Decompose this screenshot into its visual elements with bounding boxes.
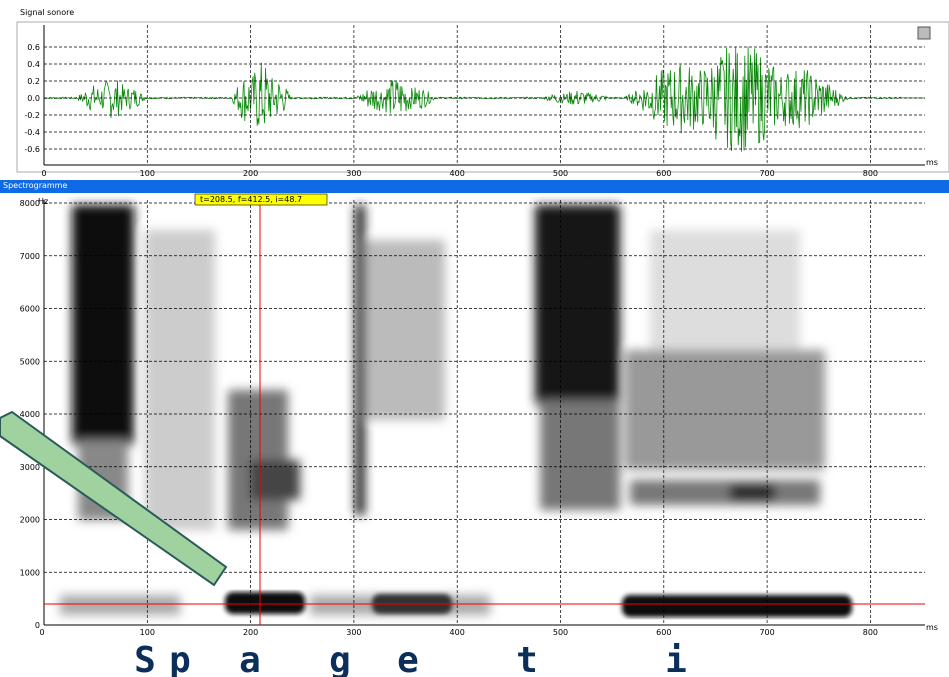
x-tick-label: 300 — [346, 628, 361, 637]
x-tick-label: 500 — [553, 628, 568, 637]
x-tick-label: 400 — [450, 169, 465, 178]
signal-frame — [16, 21, 949, 173]
phoneme-letter: g — [329, 640, 351, 677]
x-tick-label: 300 — [346, 169, 361, 178]
pointer-arrow — [0, 410, 228, 587]
x-tick-label: 400 — [450, 628, 465, 637]
y-tick-label: -0.2 — [24, 111, 40, 120]
waveform — [43, 46, 926, 152]
y-tick-label: 0 — [35, 621, 40, 630]
waveform-trace — [43, 46, 926, 152]
phoneme-letter: p — [169, 640, 191, 677]
phoneme-letter: e — [397, 640, 419, 677]
x-tick-label: 200 — [243, 628, 258, 637]
y-tick-label: 2000 — [20, 516, 40, 525]
y-tick-label: 0.2 — [27, 77, 40, 86]
cursor-readout: t=208.5, f=412.5, i=48.7 — [200, 195, 302, 204]
phoneme-letter: t — [516, 640, 538, 677]
x-tick-label: 800 — [863, 628, 878, 637]
cursor-readout-box — [194, 193, 328, 206]
spectrogram-header — [0, 180, 949, 193]
y-tick-label: 5000 — [20, 357, 40, 366]
spectrogram-image — [60, 205, 825, 615]
spectrogram-y-unit: Hz — [38, 197, 48, 206]
y-tick-label: 3000 — [20, 463, 40, 472]
phoneme-letter: i — [665, 640, 687, 677]
phoneme-letter: a — [239, 640, 261, 677]
x-tick-label: 600 — [656, 169, 671, 178]
y-tick-label: 0.6 — [27, 43, 40, 52]
x-tick-label: 0 — [41, 169, 46, 178]
x-tick-label: 700 — [759, 169, 774, 178]
signal-title: Signal sonore — [20, 8, 74, 17]
spectrogram-x-unit: ms — [926, 623, 938, 632]
y-tick-label: -0.4 — [24, 128, 40, 137]
x-tick-label: 200 — [243, 169, 258, 178]
signal-x-unit: ms — [926, 158, 938, 167]
panel-icon[interactable] — [917, 26, 931, 40]
y-tick-label: -0.6 — [24, 145, 40, 154]
x-tick-label: 800 — [863, 169, 878, 178]
x-tick-label: 0 — [39, 628, 44, 637]
y-tick-label: 8000 — [20, 199, 40, 208]
x-tick-label: 500 — [553, 169, 568, 178]
y-tick-label: 4000 — [20, 410, 40, 419]
x-tick-label: 700 — [759, 628, 774, 637]
y-tick-label: 0.0 — [27, 94, 40, 103]
x-tick-label: 100 — [140, 169, 155, 178]
x-tick-label: 100 — [140, 628, 155, 637]
phoneme-letter: S — [134, 640, 156, 677]
spectrogram-title: Spectrogramme — [3, 181, 67, 190]
y-tick-label: 6000 — [20, 305, 40, 314]
y-tick-label: 0.4 — [27, 60, 40, 69]
x-tick-label: 600 — [656, 628, 671, 637]
y-tick-label: 1000 — [20, 568, 40, 577]
y-tick-label: 7000 — [20, 252, 40, 261]
